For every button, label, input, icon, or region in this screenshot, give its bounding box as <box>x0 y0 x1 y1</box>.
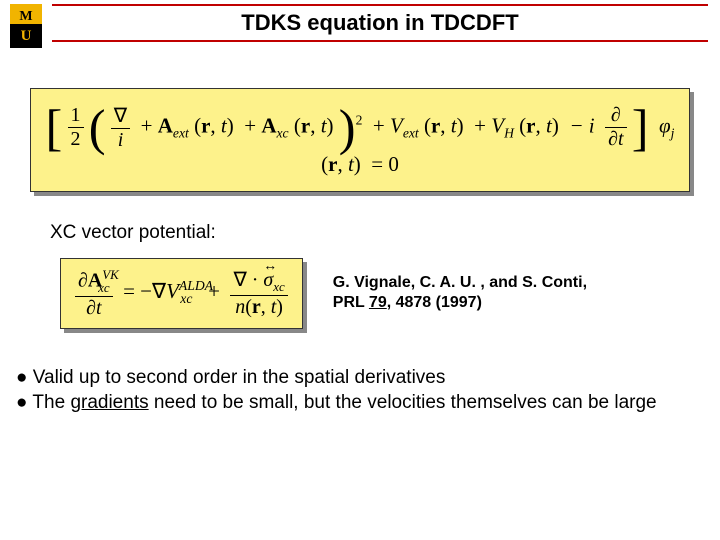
args5: (r, t) <box>321 152 361 176</box>
phi: φ <box>659 113 671 137</box>
main-equation-box: [ 1 2 ( ∇ i + Aext (r, t) + Axc (r, t) )… <box>30 88 690 192</box>
citation-line2: PRL 79, 4878 (1997) <box>333 293 587 314</box>
header-bar: M U TDKS equation in TDCDFT <box>0 0 720 48</box>
eq-zero: = 0 <box>371 152 399 176</box>
args2: (r, t) <box>294 113 334 137</box>
square: 2 <box>356 112 363 127</box>
xc-label: XC vector potential: <box>50 222 720 244</box>
title-block: TDKS equation in TDCDFT <box>52 4 708 42</box>
Vext: V <box>390 113 403 137</box>
ddt-num: ∂ <box>605 104 626 128</box>
args4: (r, t) <box>519 113 559 137</box>
half-num: 1 <box>68 104 84 128</box>
grad-num: ∇ <box>111 103 130 129</box>
xc-equation-box: ∂AVKxc ∂t = −∇VALDAxc + ∇ · σxc n(r, t) <box>60 258 303 329</box>
page-title: TDKS equation in TDCDFT <box>52 6 708 40</box>
A-xc: A <box>261 113 276 137</box>
citation-line1: G. Vignale, C. A. U. , and S. Conti, <box>333 273 587 294</box>
bullet-2: ● The gradients need to be small, but th… <box>16 390 720 416</box>
A-ext: A <box>158 113 173 137</box>
svg-text:U: U <box>21 28 32 44</box>
bullet-list: ● Valid up to second order in the spatia… <box>16 365 720 416</box>
sigma-tensor: σ <box>263 269 273 292</box>
grad-den: i <box>111 129 130 152</box>
minus-i: − i <box>569 113 594 137</box>
args1: (r, t) <box>194 113 234 137</box>
bullet-1: ● Valid up to second order in the spatia… <box>16 365 720 391</box>
second-row: ∂AVKxc ∂t = −∇VALDAxc + ∇ · σxc n(r, t) … <box>0 258 720 329</box>
half-den: 2 <box>68 128 84 151</box>
VH: V <box>491 113 504 137</box>
citation-block: G. Vignale, C. A. U. , and S. Conti, PRL… <box>333 273 587 315</box>
args3: (r, t) <box>424 113 464 137</box>
ddt-den: ∂t <box>605 128 626 151</box>
svg-text:M: M <box>19 9 32 24</box>
bottom-rule <box>52 40 708 42</box>
university-logo: M U <box>8 4 44 48</box>
